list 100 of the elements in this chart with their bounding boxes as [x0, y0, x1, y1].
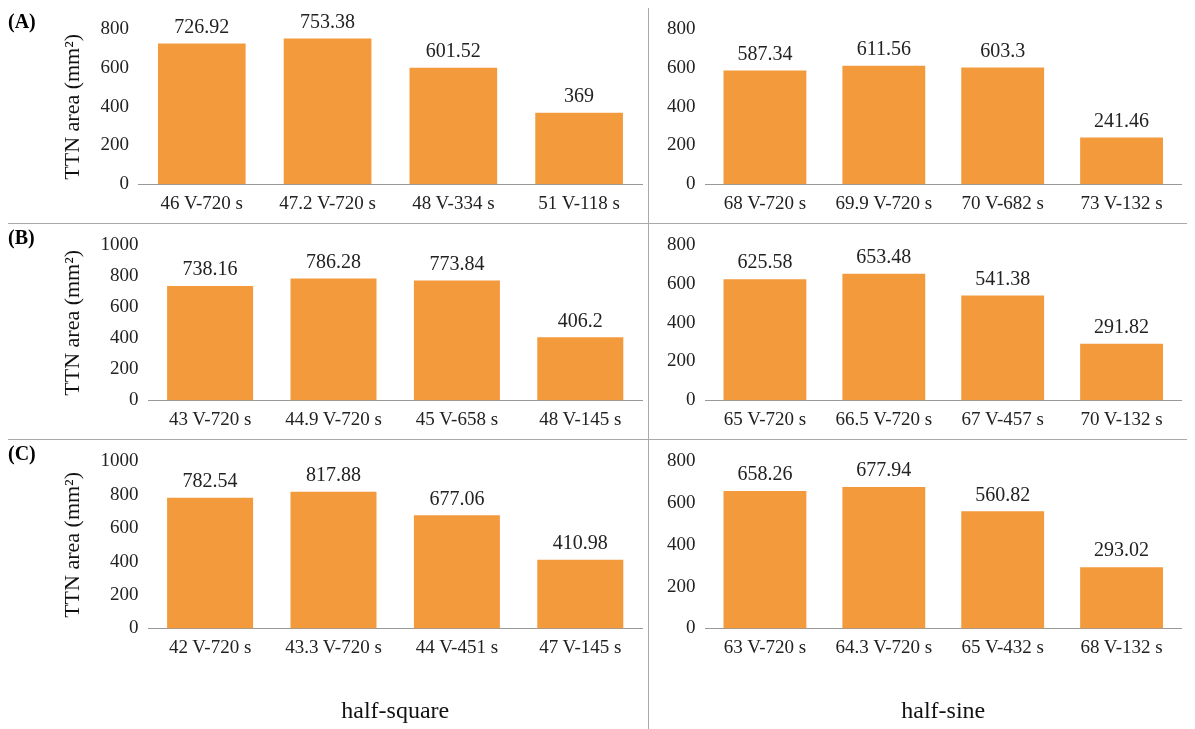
bar [842, 486, 926, 629]
bar [157, 43, 246, 185]
x-tick-label: 47 V-145 s [539, 635, 622, 657]
bar [290, 491, 377, 629]
x-tick-label: 70 V-682 s [961, 191, 1044, 213]
data-label: 653.48 [856, 245, 912, 267]
data-label: 753.38 [300, 9, 356, 32]
y-tick-label: 400 [100, 94, 129, 116]
y-tick-label: 400 [667, 310, 696, 332]
y-tick-label: 200 [100, 133, 129, 155]
bar [413, 280, 500, 401]
y-tick-label: 0 [128, 388, 139, 410]
y-tick-label: 800 [109, 482, 139, 504]
x-tick-label: 68 V-720 s [723, 191, 807, 213]
x-tick-label: 67 V-457 s [961, 407, 1044, 429]
text: (A) [8, 10, 36, 33]
y-tick-label: 200 [109, 357, 139, 379]
y-tick-label: 200 [667, 574, 696, 596]
x-axis-title: half-sine [901, 696, 986, 723]
text: (B) [8, 226, 35, 249]
x-tick-label: 48 V-145 s [539, 407, 622, 429]
y-tick-label: 600 [100, 56, 129, 78]
bar [842, 65, 926, 185]
y-tick-label: 0 [128, 616, 139, 638]
y-tick-label: 1000 [100, 233, 139, 255]
y-tick-label: 800 [667, 233, 696, 255]
x-tick-label: 48 V-334 s [412, 191, 495, 213]
data-label: 560.82 [975, 482, 1031, 505]
y-tick-label: 0 [119, 172, 129, 194]
bar [535, 112, 623, 185]
x-tick-label: 44.9 V-720 s [285, 407, 382, 429]
y-axis-title: TTN area (mm²) [58, 471, 84, 618]
bar [537, 337, 624, 401]
data-label: 291.82 [1094, 314, 1150, 337]
data-label: 726.92 [174, 14, 230, 37]
bar [961, 67, 1045, 185]
bar [1080, 343, 1163, 401]
data-label: 410.98 [552, 531, 608, 554]
bar [723, 490, 807, 629]
x-tick-label: 66.5 V-720 s [835, 407, 933, 429]
y-tick-label: 800 [667, 17, 696, 39]
y-tick-label: 0 [686, 616, 696, 638]
data-label: 677.94 [856, 458, 912, 481]
x-tick-label: 65 V-432 s [961, 635, 1044, 657]
x-tick-label: 70 V-132 s [1080, 407, 1163, 429]
bar [167, 285, 254, 401]
y-axis-title: TTN area (mm²) [58, 249, 84, 396]
bar [167, 497, 254, 629]
bar [413, 515, 500, 629]
y-tick-label: 600 [109, 516, 139, 538]
y-tick-label: 0 [686, 172, 696, 194]
data-label: 241.46 [1094, 108, 1150, 131]
data-label: 601.52 [425, 39, 481, 62]
bar [290, 278, 377, 401]
data-label: 611.56 [856, 37, 911, 60]
data-label: 603.3 [980, 38, 1026, 61]
x-tick-label: 44 V-451 s [415, 635, 499, 657]
data-label: 782.54 [182, 468, 238, 491]
bar [961, 295, 1045, 401]
bar [961, 511, 1045, 629]
text: (C) [8, 442, 36, 465]
data-label: 406.2 [557, 308, 603, 331]
bar [723, 279, 807, 401]
bar [1080, 137, 1163, 185]
x-tick-label: 65 V-720 s [723, 407, 807, 429]
y-tick-label: 400 [109, 326, 139, 348]
data-label: 817.88 [306, 463, 361, 486]
x-tick-label: 42 V-720 s [168, 635, 252, 657]
x-tick-label: 43 V-720 s [168, 407, 252, 429]
x-tick-label: 51 V-118 s [538, 191, 620, 213]
bar [283, 38, 372, 185]
bar [409, 67, 498, 185]
x-tick-label: 45 V-658 s [415, 407, 499, 429]
x-tick-label: 46 V-720 s [160, 191, 243, 213]
x-tick-label: 73 V-132 s [1080, 191, 1163, 213]
y-tick-label: 800 [109, 264, 139, 286]
y-tick-label: 400 [109, 549, 139, 571]
bar [1080, 567, 1163, 629]
x-tick-label: 43.3 V-720 s [285, 635, 382, 657]
y-tick-label: 400 [667, 94, 696, 116]
bar [842, 273, 926, 401]
y-tick-label: 600 [667, 272, 696, 294]
y-tick-label: 800 [100, 17, 129, 39]
x-tick-label: 47.2 V-720 s [279, 191, 376, 213]
data-label: 738.16 [182, 257, 238, 280]
y-tick-label: 800 [667, 449, 696, 471]
data-label: 677.06 [429, 486, 485, 509]
bar [723, 70, 807, 185]
data-label: 786.28 [306, 249, 361, 272]
data-label: 369 [564, 84, 595, 107]
y-tick-label: 600 [667, 56, 696, 78]
data-label: 541.38 [975, 266, 1031, 289]
data-label: 293.02 [1094, 538, 1150, 561]
x-axis-title: half-square [341, 696, 450, 723]
y-tick-label: 0 [686, 388, 696, 410]
x-tick-label: 64.3 V-720 s [835, 635, 933, 657]
y-tick-label: 600 [667, 491, 696, 513]
y-tick-label: 400 [667, 532, 696, 554]
x-tick-label: 69.9 V-720 s [835, 191, 933, 213]
data-label: 658.26 [737, 462, 793, 485]
